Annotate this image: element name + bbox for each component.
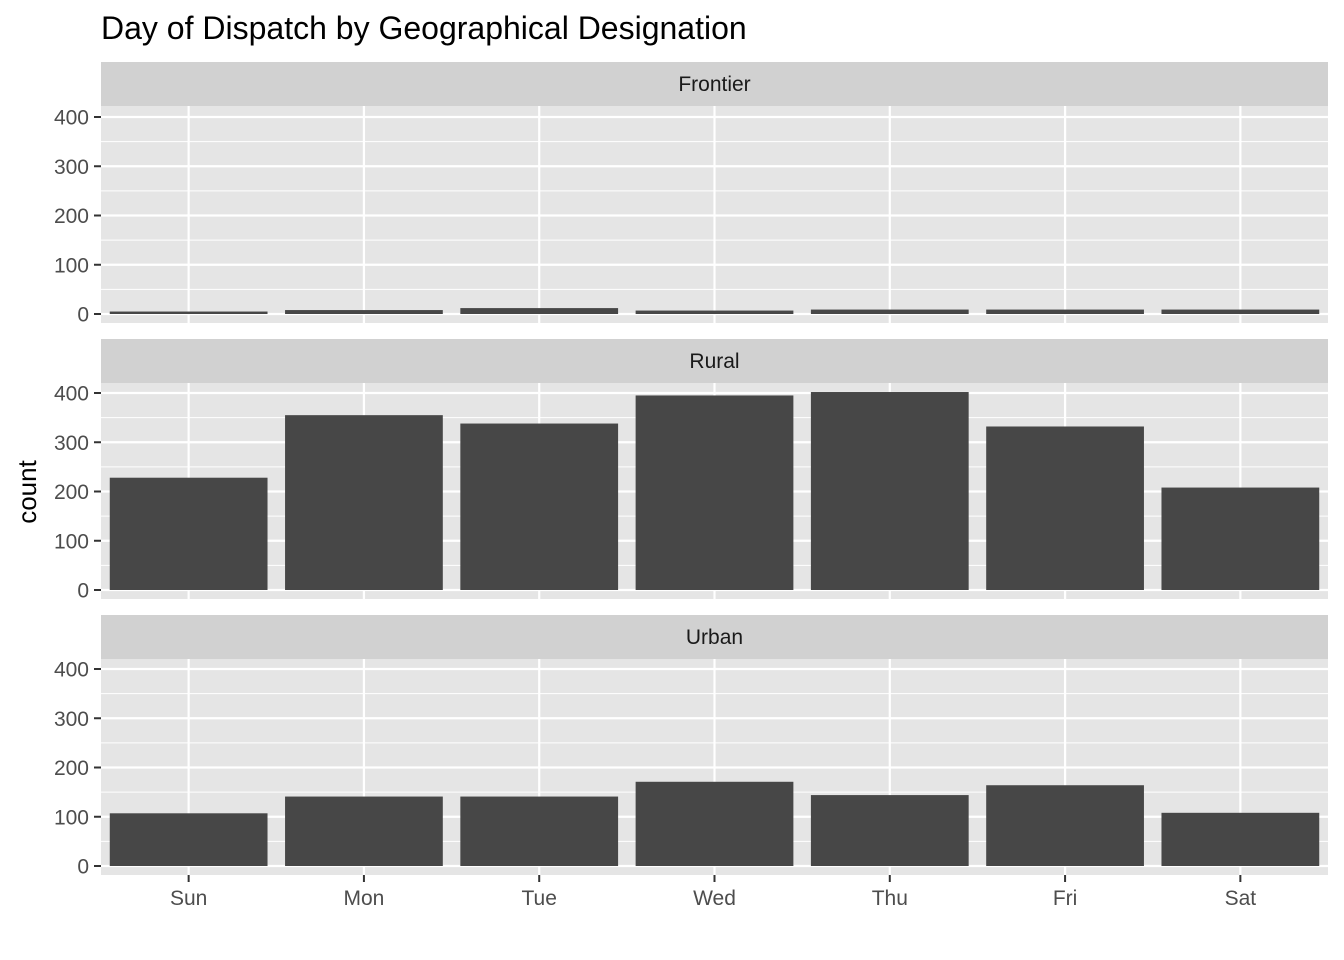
bar-rural-tue <box>460 423 619 590</box>
y-tick-label: 300 <box>54 708 89 731</box>
y-tick-label: 100 <box>54 254 89 277</box>
y-tick-label: 200 <box>54 205 89 228</box>
bar-rural-sat <box>1161 487 1320 590</box>
y-tick-label: 200 <box>54 481 89 504</box>
facet-frontier: Frontier 0 100 200 300 400 <box>54 62 1328 327</box>
bar-rural-sun <box>109 477 268 590</box>
bar-urban-sun <box>109 813 268 866</box>
y-tick-label: 100 <box>54 530 89 553</box>
facet-rural: Rural 0 100 200 300 400 <box>54 339 1328 603</box>
y-tick-label: 400 <box>54 107 89 130</box>
facet-strip-label: Frontier <box>678 73 750 96</box>
y-tick-label: 300 <box>54 156 89 179</box>
bar-rural-mon <box>285 415 443 590</box>
bar-urban-mon <box>285 796 443 866</box>
bar-urban-fri <box>986 785 1144 866</box>
facet-strip <box>101 339 1328 383</box>
bar-rural-fri <box>986 426 1144 590</box>
x-tick-label-fri: Fri <box>1053 887 1078 910</box>
x-tick-label-wed: Wed <box>693 887 736 910</box>
bar-urban-thu <box>810 795 969 866</box>
x-tick-label-sun: Sun <box>170 887 207 910</box>
y-tick-label: 0 <box>77 856 89 879</box>
bar-urban-tue <box>460 796 619 866</box>
facet-strip-label: Rural <box>689 350 739 373</box>
bar-frontier-sun <box>109 311 268 314</box>
bar-frontier-tue <box>460 308 619 314</box>
chart-title: Day of Dispatch by Geographical Designat… <box>101 10 747 46</box>
y-tick-label: 100 <box>54 806 89 829</box>
bar-frontier-sat <box>1161 309 1320 314</box>
x-tick-label-sat: Sat <box>1225 887 1257 910</box>
y-tick-label: 400 <box>54 659 89 682</box>
bar-frontier-fri <box>986 309 1144 314</box>
facet-panels: Frontier0100200300400Rural0100200300400U… <box>54 62 1328 879</box>
y-tick-label: 200 <box>54 757 89 780</box>
bar-frontier-thu <box>810 309 969 314</box>
x-axis: Sun Mon Tue Wed Thu Fri Sat <box>170 875 1256 910</box>
facet-strip-label: Urban <box>686 626 743 649</box>
facet-strip <box>101 62 1328 106</box>
bar-frontier-mon <box>285 310 443 314</box>
bar-urban-sat <box>1161 812 1320 866</box>
bar-frontier-wed <box>635 310 794 314</box>
x-tick-label-mon: Mon <box>343 887 384 910</box>
y-tick-label: 0 <box>77 304 89 327</box>
y-tick-label: 0 <box>77 580 89 603</box>
x-tick-label-thu: Thu <box>872 887 908 910</box>
y-axis-title: count <box>12 459 42 523</box>
y-tick-label: 300 <box>54 432 89 455</box>
facet-urban: Urban 0 100 200 300 400 <box>54 615 1328 879</box>
x-tick-label-tue: Tue <box>522 887 557 910</box>
y-tick-label: 400 <box>54 383 89 406</box>
bar-urban-wed <box>635 781 794 866</box>
bar-rural-thu <box>810 392 969 590</box>
bar-rural-wed <box>635 395 794 590</box>
facet-strip <box>101 615 1328 659</box>
